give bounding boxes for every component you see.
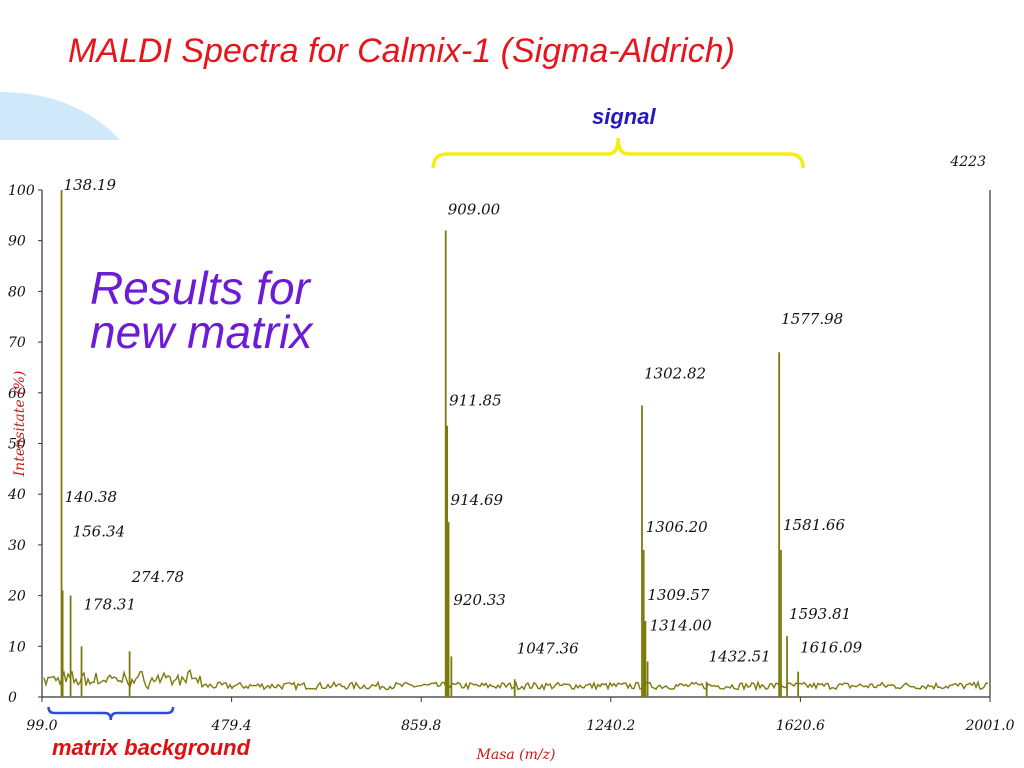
peak-label: 1432.51 xyxy=(709,648,771,666)
matrix-background-label: matrix background xyxy=(52,735,251,760)
peak-label: 1593.81 xyxy=(789,605,851,623)
peak-label: 1577.98 xyxy=(781,310,843,328)
peak-label: 1616.09 xyxy=(800,638,862,656)
x-tick-label: 99.0 xyxy=(26,718,57,734)
peak-label: 1302.82 xyxy=(644,365,706,383)
peak-label: 156.34 xyxy=(73,522,126,540)
x-tick-label: 479.4 xyxy=(211,718,252,734)
y-tick-label: 10 xyxy=(8,639,26,655)
baseline-noise xyxy=(43,668,989,692)
y-tick-label: 80 xyxy=(8,284,26,300)
peak-label: 914.69 xyxy=(451,491,504,509)
peak-label: 274.78 xyxy=(131,568,185,586)
peak-label: 178.31 xyxy=(84,595,137,613)
max-counts-label: 4223 xyxy=(949,154,986,170)
y-tick-label: 70 xyxy=(8,335,26,351)
matrix-background-bracket xyxy=(47,706,175,721)
peak-label: 1309.57 xyxy=(647,586,709,604)
results-note-line-2: new matrix xyxy=(90,306,313,358)
peak-label: 138.19 xyxy=(64,176,117,194)
slide-title: MALDI Spectra for Calmix-1 (Sigma-Aldric… xyxy=(68,32,735,70)
peak-label: 920.33 xyxy=(453,591,506,609)
peak-label: 909.00 xyxy=(448,200,501,218)
x-tick-label: 859.8 xyxy=(401,718,441,734)
y-tick-label: 40 xyxy=(7,487,26,503)
signal-bracket xyxy=(431,137,805,169)
signal-label: signal xyxy=(592,104,656,129)
y-tick-label: 50 xyxy=(8,437,26,453)
y-tick-label: 0 xyxy=(8,690,17,706)
peak-label: 140.38 xyxy=(65,488,118,506)
y-axis-title: Intensitate (%) xyxy=(12,371,28,478)
peak-label: 1314.00 xyxy=(650,617,712,635)
x-tick-label: 2001.0 xyxy=(965,718,1015,734)
x-tick-label: 1240.2 xyxy=(586,718,635,734)
peak-label: 911.85 xyxy=(449,391,502,409)
x-tick-label: 1620.6 xyxy=(776,718,825,734)
peak-label: 1306.20 xyxy=(646,518,708,536)
y-tick-label: 90 xyxy=(8,234,26,250)
y-tick-label: 100 xyxy=(8,183,35,199)
y-tick-label: 20 xyxy=(7,589,26,605)
results-note-line-1: Results for xyxy=(90,262,310,314)
peak-label: 1581.66 xyxy=(783,516,845,534)
y-tick-label: 30 xyxy=(8,538,26,554)
x-axis-title: Masa (m/z) xyxy=(476,747,556,763)
y-tick-label: 60 xyxy=(8,386,26,402)
peak-label: 1047.36 xyxy=(517,639,579,657)
results-note: Results for new matrix xyxy=(90,262,313,358)
